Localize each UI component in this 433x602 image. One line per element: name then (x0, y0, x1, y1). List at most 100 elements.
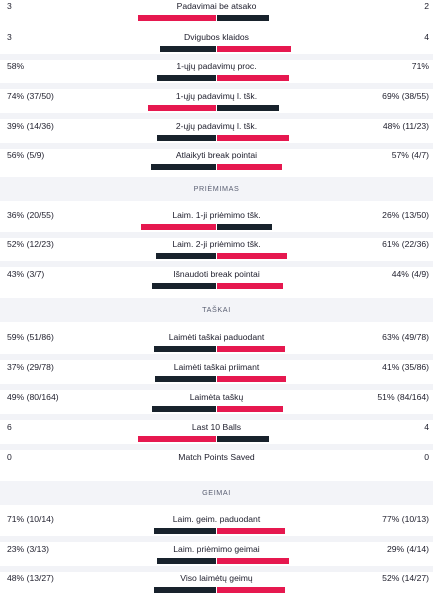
row-divider (0, 536, 433, 542)
right-bar (217, 224, 272, 230)
stat-label: Laim. 2-ji priėmimo tšk. (172, 239, 261, 249)
left-bar (152, 283, 216, 289)
stat-row-service-games-won: 71% (10/14) Laim. geim. paduodant 77% (1… (0, 513, 433, 543)
right-bar (217, 46, 291, 52)
stat-row-return-games-won: 23% (3/13) Laim. priėmimo geimai 29% (4/… (0, 543, 433, 573)
stat-row-second-return-points: 52% (12/23) Laim. 2-ji priėmimo tšk. 61%… (0, 238, 433, 268)
right-bar (217, 406, 283, 412)
left-bar (160, 46, 216, 52)
right-value: 69% (38/55) (382, 91, 429, 101)
stat-row-match-points-saved: 0 Match Points Saved 0 (0, 451, 433, 481)
row-divider (0, 113, 433, 119)
stat-label: Laim. 1-ji priėmimo tšk. (172, 210, 261, 220)
right-value: 71% (411, 61, 429, 71)
row-divider (0, 354, 433, 360)
right-bar (217, 253, 287, 259)
left-value: 3 (7, 1, 12, 11)
stat-row-double-faults: 3 Dvigubos klaidos 4 (0, 31, 433, 61)
left-value: 59% (51/86) (7, 332, 54, 342)
stat-label: Laim. priėmimo geimai (173, 544, 260, 554)
stat-label: 1-ųjų padavimų l. tšk. (175, 91, 258, 101)
stat-row-break-points-saved: 56% (5/9) Atlaikyti break pointai 57% (4… (0, 149, 433, 179)
left-bar (154, 528, 216, 534)
stat-label: Išnaudoti break pointai (173, 269, 260, 279)
row-divider (0, 83, 433, 89)
row-divider (0, 232, 433, 238)
left-value: 74% (37/50) (7, 91, 54, 101)
left-bar (148, 105, 216, 111)
right-value: 51% (84/164) (377, 392, 429, 402)
left-bar (151, 164, 216, 170)
left-bar (157, 75, 216, 81)
stat-row-first-return-points: 36% (20/55) Laim. 1-ji priėmimo tšk. 26%… (0, 209, 433, 239)
left-value: 6 (7, 422, 12, 432)
left-bar (154, 346, 216, 352)
left-value: 48% (13/27) (7, 573, 54, 583)
row-divider (0, 384, 433, 390)
left-value: 36% (20/55) (7, 210, 54, 220)
stat-row-total-points-won: 49% (80/164) Laimėta taškų 51% (84/164) (0, 391, 433, 421)
left-bar (138, 436, 216, 442)
left-value: 37% (29/78) (7, 362, 54, 372)
stat-label: Viso laimėtų geimų (180, 573, 253, 583)
stat-label: Atlaikyti break pointai (175, 150, 258, 160)
right-bar (217, 346, 285, 352)
right-bar (217, 376, 286, 382)
stat-row-break-points-converted: 43% (3/7) Išnaudoti break pointai 44% (4… (0, 268, 433, 298)
right-value: 4 (424, 32, 429, 42)
right-bar (217, 135, 289, 141)
left-value: 23% (3/13) (7, 544, 50, 554)
left-bar (155, 376, 216, 382)
left-value: 56% (5/9) (7, 150, 45, 160)
right-bar (217, 558, 289, 564)
stat-row-aces: 3 Padavimai be atsako 2 (0, 0, 433, 30)
stat-label: Laim. geim. paduodant (172, 514, 261, 524)
stat-row-service-points-won: 59% (51/86) Laimėti taškai paduodant 63%… (0, 331, 433, 361)
right-bar (217, 15, 269, 21)
right-value: 52% (14/27) (382, 573, 429, 583)
right-bar (217, 587, 285, 593)
left-value: 71% (10/14) (7, 514, 54, 524)
section-header-games: GEIMAI (0, 481, 433, 505)
stat-label: Last 10 Balls (191, 422, 242, 432)
left-value: 0 (7, 452, 12, 462)
right-value: 0 (424, 452, 429, 462)
left-value: 58% (7, 61, 25, 71)
left-bar (157, 135, 216, 141)
stat-label: 1-ųjų padavimų proc. (176, 61, 257, 71)
right-value: 77% (10/13) (382, 514, 429, 524)
right-bar (217, 528, 285, 534)
right-bar (217, 105, 279, 111)
stat-label: 2-ųjų padavimų l. tšk. (175, 121, 258, 131)
stat-label: Laimėti taškai paduodant (168, 332, 265, 342)
stat-label: Laimėti taškai priimant (173, 362, 260, 372)
left-bar (138, 15, 216, 21)
row-divider (0, 566, 433, 572)
row-divider (0, 143, 433, 149)
left-value: 3 (7, 32, 12, 42)
left-bar (156, 253, 216, 259)
row-divider (0, 414, 433, 420)
row-divider (0, 261, 433, 267)
stat-label: Match Points Saved (178, 452, 255, 462)
right-bar (217, 164, 282, 170)
section-title: GEIMAI (202, 488, 231, 497)
right-value: 41% (35/86) (382, 362, 429, 372)
stat-label: Padavimai be atsako (176, 1, 257, 11)
left-bar (157, 558, 216, 564)
section-header-return: PRIĖMIMAS (0, 177, 433, 201)
right-bar (217, 436, 269, 442)
stat-row-last-10-balls: 6 Last 10 Balls 4 (0, 421, 433, 451)
right-value: 2 (424, 1, 429, 11)
stat-row-second-serve-points: 39% (14/36) 2-ųjų padavimų l. tšk. 48% (… (0, 120, 433, 150)
left-value: 43% (3/7) (7, 269, 45, 279)
right-value: 4 (424, 422, 429, 432)
left-value: 49% (80/164) (7, 392, 59, 402)
stat-label: Dvigubos klaidos (184, 32, 249, 42)
stat-label: Laimėta taškų (189, 392, 244, 402)
right-value: 57% (4/7) (391, 150, 429, 160)
row-divider (0, 54, 433, 60)
right-value: 63% (49/78) (382, 332, 429, 342)
left-bar (141, 224, 216, 230)
stat-row-first-serve-pct: 58% 1-ųjų padavimų proc. 71% (0, 60, 433, 90)
